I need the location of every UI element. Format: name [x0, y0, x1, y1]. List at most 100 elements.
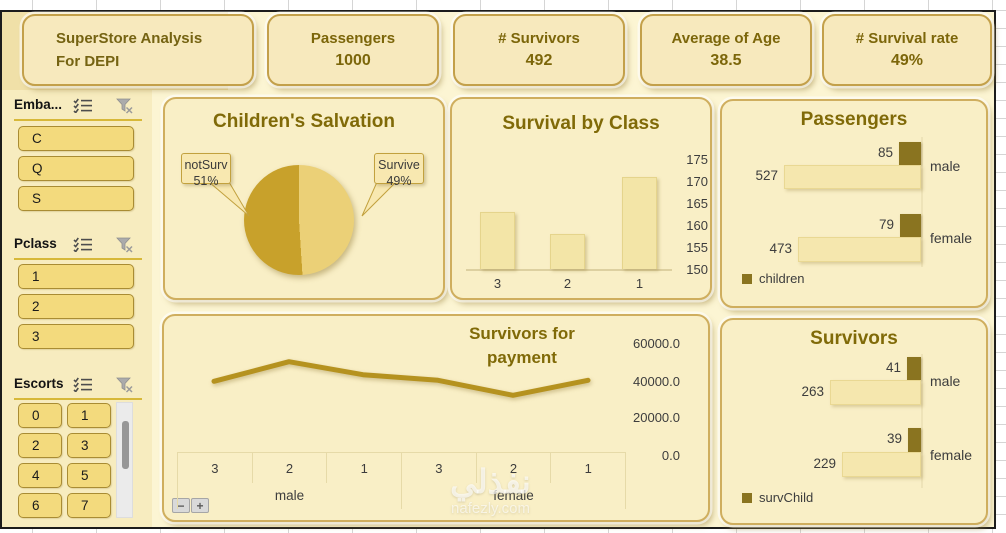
callout-pct: 49% — [386, 174, 412, 189]
bar-class-1 — [622, 177, 657, 269]
kpi-label: Average of Age — [671, 30, 781, 47]
slicer-header-escorts: Escorts — [14, 376, 64, 391]
data-label: 79 — [878, 216, 894, 232]
multi-select-icon[interactable] — [73, 377, 93, 392]
y-tick-label: 20000.0 — [633, 410, 680, 425]
x-tick-label: 3 — [402, 453, 477, 483]
slicer-item-escorts-3[interactable]: 3 — [67, 433, 111, 458]
clear-filter-icon[interactable] — [116, 377, 133, 393]
y-tick-label: 155 — [686, 240, 708, 255]
x-tick-label: 1 — [327, 453, 403, 483]
pie-callout-notsurv: notSurv 51% — [181, 153, 231, 188]
data-label: 473 — [769, 240, 792, 256]
kpi-label: Passengers — [310, 30, 396, 47]
pivot-zoom-in-button[interactable]: + — [191, 498, 209, 513]
bar-total-female — [842, 452, 921, 477]
x-axis-baseline — [466, 269, 672, 271]
slicer-item-escorts-2[interactable]: 2 — [18, 433, 62, 458]
x-axis-gender-row: male female — [177, 482, 626, 509]
legend-label: children — [759, 271, 805, 286]
clear-filter-icon[interactable] — [116, 237, 133, 253]
x-tick-label: 1 — [551, 453, 627, 483]
y-axis-line — [921, 354, 923, 488]
multi-select-icon[interactable] — [73, 98, 93, 113]
bar-children-male — [899, 142, 921, 165]
pie-callout-survive: Survive 49% — [374, 153, 424, 188]
data-label: 527 — [755, 168, 778, 183]
slicer-item-emba-Q[interactable]: Q — [18, 156, 134, 181]
kpi-card-average-age: Average of Age 38.5 — [640, 14, 812, 86]
y-tick-label: 175 — [686, 152, 708, 167]
bar-total-male — [784, 165, 921, 189]
slicer-header-pclass: Pclass — [14, 236, 57, 251]
pie-chart — [244, 165, 354, 275]
kpi-label: # Survivors — [498, 30, 580, 47]
kpi-value: 38.5 — [710, 52, 742, 69]
slicer-item-escorts-7[interactable]: 7 — [67, 493, 111, 518]
callout-label: Survive — [378, 158, 420, 172]
y-tick-label: 160 — [686, 218, 708, 233]
data-label: 41 — [885, 359, 901, 375]
legend-swatch-survchild — [742, 492, 752, 503]
slicer-underline — [14, 258, 142, 260]
callout-label: notSurv — [184, 158, 228, 172]
legend-label: survChild — [759, 490, 814, 505]
legend: survChild — [742, 490, 813, 505]
group-label-female: female — [402, 482, 626, 509]
y-tick-label: 165 — [686, 196, 708, 211]
scrollbar-thumb[interactable] — [122, 421, 129, 469]
y-axis-line — [921, 137, 923, 267]
legend: children — [742, 271, 805, 286]
x-tick-label: 2 — [477, 453, 552, 483]
y-tick-label: 150 — [686, 262, 708, 277]
payment-line-series — [211, 359, 591, 398]
slicer-scrollbar[interactable] — [116, 402, 133, 518]
pie-chart-card: Children's Salvation notSurv 51% Survive… — [163, 97, 445, 300]
legend-swatch-children — [742, 273, 752, 284]
x-tick-label: 2 — [253, 453, 328, 483]
category-label-female: female — [930, 447, 973, 463]
slicer-item-emba-S[interactable]: S — [18, 186, 134, 211]
y-tick-label: 0.0 — [661, 448, 680, 463]
clear-filter-icon[interactable] — [116, 98, 133, 114]
y-tick-label: 40000.0 — [633, 374, 680, 389]
x-tick-label: 3 — [493, 276, 502, 291]
payment-line-chart-card: Survivors for payment − + 60000.0 40000.0… — [162, 314, 710, 522]
slicer-header-emba: Emba... — [14, 97, 63, 112]
brand-title-line1: SuperStore Analysis — [56, 30, 203, 47]
slicer-item-escorts-0[interactable]: 0 — [18, 403, 62, 428]
bar-children-female — [900, 214, 921, 237]
category-label-male: male — [930, 373, 961, 389]
kpi-value: 49% — [890, 52, 924, 69]
slicer-item-escorts-5[interactable]: 5 — [67, 463, 111, 488]
line-chart-title: Survivors for payment — [469, 324, 575, 367]
survivors-chart-title: Survivors — [810, 328, 898, 349]
category-label-female: female — [930, 230, 973, 246]
kpi-value: 492 — [525, 52, 553, 69]
slicer-item-pclass-3[interactable]: 3 — [18, 324, 134, 349]
bar-survChild-male — [907, 357, 921, 380]
slicer-item-escorts-6[interactable]: 6 — [18, 493, 62, 518]
pivot-zoom-out-button[interactable]: − — [172, 498, 190, 513]
brand-card: SuperStore Analysis For DEPI — [22, 14, 254, 86]
kpi-card-survivors: # Survivors 492 — [453, 14, 625, 86]
kpi-value: 1000 — [335, 52, 371, 69]
callout-tails — [207, 181, 398, 217]
slicer-item-pclass-1[interactable]: 1 — [18, 264, 134, 289]
class-chart-title: Survival by Class — [502, 113, 660, 134]
bar-survChild-female — [908, 428, 921, 452]
excel-grid-top — [0, 0, 1006, 10]
slicer-item-escorts-1[interactable]: 1 — [67, 403, 111, 428]
data-label: 229 — [813, 455, 836, 471]
multi-select-icon[interactable] — [73, 237, 93, 252]
slicer-item-escorts-4[interactable]: 4 — [18, 463, 62, 488]
x-tick-label: 2 — [563, 276, 572, 291]
slicer-item-emba-C[interactable]: C — [18, 126, 134, 151]
slicer-item-pclass-2[interactable]: 2 — [18, 294, 134, 319]
group-label-male: male — [178, 482, 402, 509]
callout-pct: 51% — [193, 174, 219, 189]
bar-total-male — [830, 380, 921, 405]
passengers-chart-title: Passengers — [800, 109, 908, 130]
kpi-label: # Survival rate — [855, 30, 959, 47]
excel-grid-bottom — [0, 529, 1006, 533]
